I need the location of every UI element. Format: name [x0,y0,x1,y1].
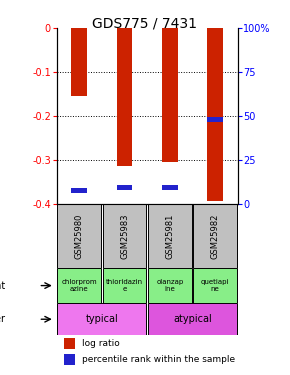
Text: typical: typical [86,314,118,324]
Bar [57,268,101,303]
Bar [193,204,237,268]
Text: GDS775 / 7431: GDS775 / 7431 [93,17,197,31]
Text: log ratio: log ratio [82,339,120,348]
Text: agent: agent [0,280,6,291]
Text: quetiapi
ne: quetiapi ne [201,279,229,292]
Bar [117,185,133,190]
Bar [148,268,192,303]
Text: GSM25983: GSM25983 [120,213,129,259]
Bar [207,117,223,122]
Bar [64,354,75,365]
Text: thioridazin
e: thioridazin e [106,279,143,292]
Text: GSM25980: GSM25980 [75,213,84,258]
Bar [103,204,146,268]
Text: chlorprom
azine: chlorprom azine [61,279,97,292]
Bar [57,204,101,268]
Bar [162,28,178,162]
Bar [103,268,146,303]
Text: atypical: atypical [173,314,212,324]
Bar [57,303,146,335]
Text: GSM25982: GSM25982 [211,213,220,258]
Bar [193,268,237,303]
Bar [148,303,237,335]
Text: other: other [0,314,6,324]
Text: GSM25981: GSM25981 [165,213,174,258]
Bar [162,185,178,190]
Text: olanzap
ine: olanzap ine [156,279,184,292]
Bar [148,204,192,268]
Bar [64,338,75,349]
Bar [71,28,87,96]
Text: percentile rank within the sample: percentile rank within the sample [82,355,235,364]
Bar [207,28,223,201]
Bar [117,28,133,166]
Bar [71,188,87,193]
